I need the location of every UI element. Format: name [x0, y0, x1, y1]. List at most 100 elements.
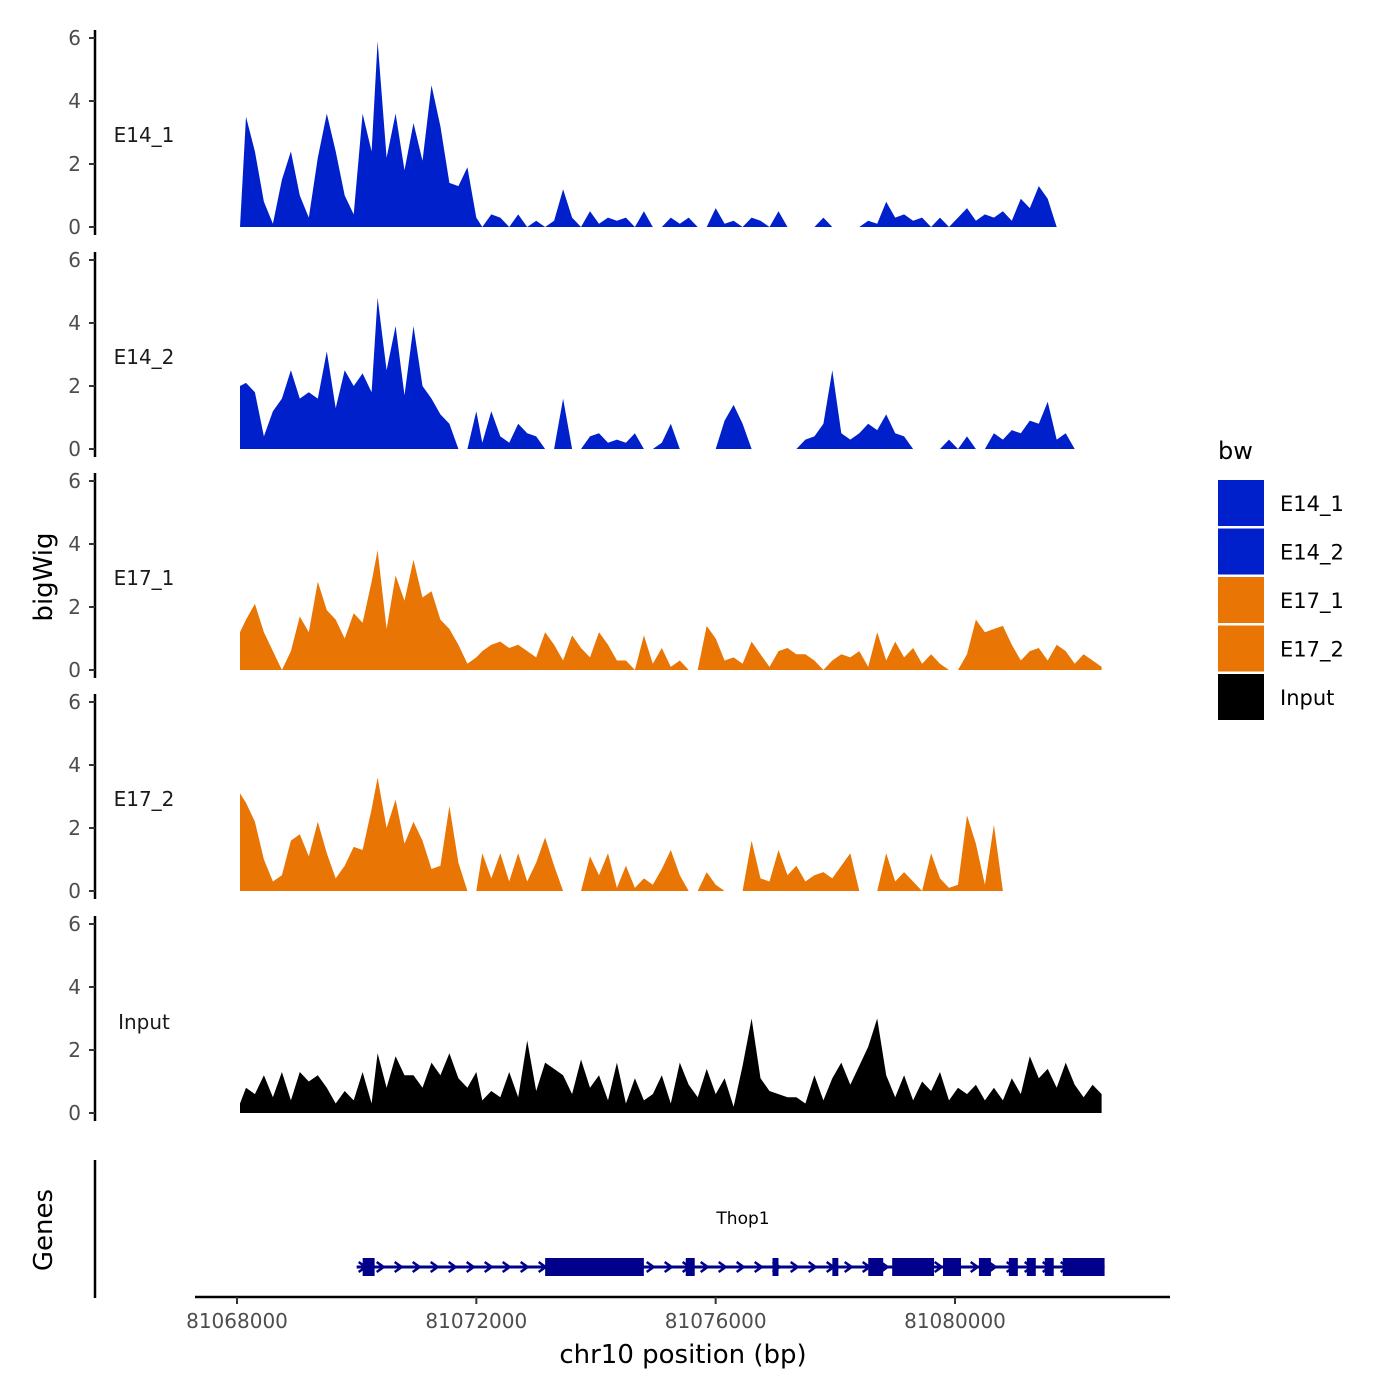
y-tick-label: 2: [68, 152, 81, 176]
gene-exon: [1008, 1258, 1018, 1276]
legend-items: E14_1 E14_2 E17_1 E17_2 Input: [1218, 480, 1344, 720]
y-tick-label: 6: [68, 690, 81, 714]
legend-label: E14_2: [1280, 541, 1344, 566]
track-E14_2: 0 2 4 6 E14_2: [68, 248, 1102, 461]
gene-exon: [892, 1258, 935, 1276]
gene-exon: [978, 1258, 991, 1276]
strand-arrow: [375, 1260, 386, 1274]
legend-label: Input: [1280, 686, 1334, 710]
gene-exon: [545, 1258, 644, 1276]
x-tick-label: 81080000: [904, 1309, 1006, 1333]
legend-swatch: [1218, 674, 1264, 720]
y-tick-label: 4: [68, 753, 81, 777]
strand-arrow: [987, 1260, 998, 1274]
gene-exon: [1044, 1258, 1054, 1276]
y-tick-label: 4: [68, 89, 81, 113]
gene-exon: [943, 1258, 961, 1276]
legend-label: E17_1: [1280, 589, 1344, 614]
x-tick-label: 81068000: [186, 1309, 288, 1333]
strand-arrow: [735, 1260, 746, 1274]
legend-item-E14_2: E14_2: [1218, 528, 1344, 575]
y-tick-label: 0: [68, 879, 81, 903]
x-tick-label: 81072000: [425, 1309, 527, 1333]
gene-exon: [685, 1258, 695, 1276]
legend-swatch: [1218, 625, 1264, 672]
strand-arrow: [393, 1260, 404, 1274]
gene-exon: [868, 1258, 884, 1276]
gene-exon: [1026, 1258, 1036, 1276]
y-tick-label: 6: [68, 26, 81, 50]
gene-Thop1: Thop1: [356, 1209, 1105, 1276]
gene-exon: [362, 1258, 375, 1276]
strand-arrow: [717, 1260, 728, 1274]
track-label: E17_1: [114, 566, 175, 590]
strand-arrow: [807, 1260, 818, 1274]
legend-title: bw: [1218, 437, 1253, 465]
y-tick-label: 2: [68, 1038, 81, 1062]
y-tick-label: 6: [68, 912, 81, 936]
strand-arrow: [429, 1260, 440, 1274]
strand-arrow: [843, 1260, 854, 1274]
y-tick-label: 4: [68, 311, 81, 335]
signal-area-E14_2: [240, 297, 1102, 449]
track-label: E14_2: [114, 345, 175, 369]
gene-exon: [1062, 1258, 1105, 1276]
signal-area-Input: [240, 1018, 1102, 1113]
signal-tracks: 0 2 4 6 E14_1 0 2 4 6 E14_2 0 2 4 6 E17_1 0 2 4 6 E17_2 0 2 4 6…: [68, 26, 1102, 1125]
y-axis-title: bigWig: [29, 532, 59, 621]
y-tick-label: 0: [68, 215, 81, 239]
strand-arrow: [789, 1260, 800, 1274]
y-tick-label: 0: [68, 437, 81, 461]
legend-item-E14_1: E14_1: [1218, 480, 1344, 526]
legend-label: E17_2: [1280, 638, 1344, 663]
legend-swatch: [1218, 528, 1264, 575]
signal-area-E17_2: [240, 777, 1102, 891]
legend: bw E14_1 E14_2 E17_1 E17_2 Input: [1218, 437, 1344, 720]
strand-arrow: [465, 1260, 476, 1274]
strand-arrow: [483, 1260, 494, 1274]
strand-arrow: [933, 1260, 944, 1274]
strand-arrow: [447, 1260, 458, 1274]
gene-exon: [772, 1258, 779, 1276]
legend-swatch: [1218, 480, 1264, 526]
track-E14_1: 0 2 4 6 E14_1: [68, 26, 1102, 239]
strand-arrow: [645, 1260, 656, 1274]
track-label: Input: [118, 1010, 170, 1034]
strand-arrow: [699, 1260, 710, 1274]
legend-item-E17_1: E17_1: [1218, 577, 1344, 623]
strand-arrow: [501, 1260, 512, 1274]
track-Input: 0 2 4 6 Input: [68, 912, 1102, 1125]
gene-label: Thop1: [715, 1209, 769, 1229]
strand-arrow: [663, 1260, 674, 1274]
track-E17_1: 0 2 4 6 E17_1: [68, 469, 1102, 682]
strand-arrow: [753, 1260, 764, 1274]
strand-arrow: [969, 1260, 980, 1274]
legend-item-E17_2: E17_2: [1218, 625, 1344, 672]
strand-arrow: [519, 1260, 530, 1274]
strand-arrow: [411, 1260, 422, 1274]
genes-axis-title: Genes: [29, 1189, 59, 1271]
y-tick-label: 0: [68, 1101, 81, 1125]
signal-area-E14_1: [240, 41, 1102, 227]
x-tick-label: 81076000: [665, 1309, 767, 1333]
y-tick-label: 6: [68, 469, 81, 493]
y-tick-label: 2: [68, 595, 81, 619]
signal-area-E17_1: [240, 550, 1102, 670]
y-tick-label: 2: [68, 374, 81, 398]
legend-swatch: [1218, 577, 1264, 623]
y-tick-label: 4: [68, 975, 81, 999]
track-E17_2: 0 2 4 6 E17_2: [68, 690, 1102, 903]
track-label: E17_2: [114, 787, 175, 811]
x-axis-title: chr10 position (bp): [559, 1340, 806, 1370]
gene-exon: [832, 1258, 839, 1276]
legend-label: E14_1: [1280, 492, 1344, 517]
y-tick-label: 0: [68, 658, 81, 682]
y-tick-label: 4: [68, 532, 81, 556]
x-axis: 81068000 81072000 81076000 81080000: [186, 1295, 1170, 1333]
legend-item-Input: Input: [1218, 674, 1334, 720]
y-tick-label: 2: [68, 816, 81, 840]
gene-track: Thop1: [93, 1160, 1105, 1298]
track-label: E14_1: [114, 123, 175, 147]
y-tick-label: 6: [68, 248, 81, 272]
